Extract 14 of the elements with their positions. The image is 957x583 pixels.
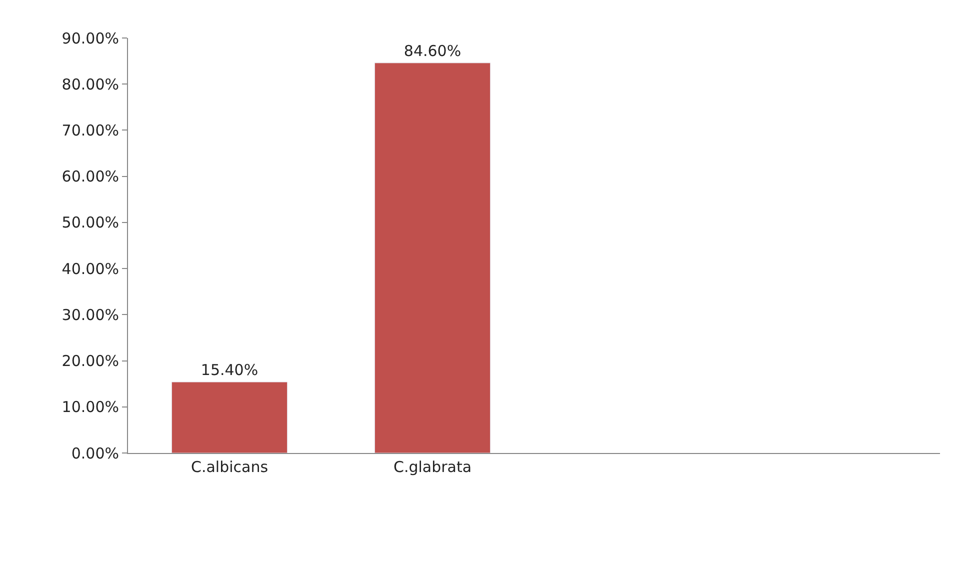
x-tick-label: C.glabrata — [393, 458, 472, 476]
y-tick-label: 80.00% — [62, 75, 119, 94]
y-tick-label: 0.00% — [71, 444, 119, 462]
y-tick-label: 50.00% — [62, 214, 119, 232]
y-tick-label: 60.00% — [62, 168, 119, 186]
y-tick-label: 70.00% — [62, 121, 119, 140]
y-tick-label: 90.00% — [62, 29, 119, 48]
x-tick-label: C.albicans — [190, 458, 268, 476]
data-label: 84.60% — [404, 42, 462, 60]
y-tick-label: 20.00% — [62, 352, 119, 370]
y-tick-label: 40.00% — [62, 260, 119, 278]
data-label: 15.40% — [200, 360, 258, 379]
y-tick-label: 10.00% — [62, 398, 119, 416]
y-tick-label: 30.00% — [62, 306, 119, 324]
